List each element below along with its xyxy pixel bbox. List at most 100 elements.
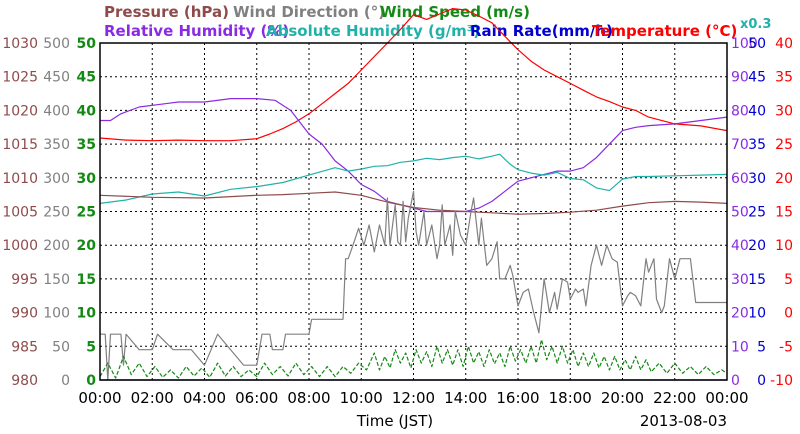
- relative-humidity-tick-label: 90: [731, 70, 749, 86]
- series-relative-humidity: [100, 98, 728, 213]
- pressure-tick-label: 1015: [2, 137, 38, 153]
- wind-speed-tick-label: 20: [77, 238, 97, 254]
- pressure-tick-label: 1010: [2, 171, 38, 187]
- wind-direction-tick-label: 100: [43, 306, 70, 322]
- x-tick-label: 00:00: [705, 389, 748, 407]
- temperature-tick-label: 5: [784, 272, 793, 288]
- wind-speed-tick-label: 35: [77, 137, 96, 153]
- relative-humidity-tick-label: 60: [731, 171, 749, 187]
- absolute-humidity-multiplier: x0.3: [740, 17, 771, 32]
- wind-speed-tick-label: 50: [77, 36, 97, 52]
- wind-direction-tick-label: 250: [43, 205, 70, 221]
- wind-speed-tick-label: 5: [86, 339, 96, 355]
- temperature-tick-label: -10: [770, 373, 793, 389]
- wind-speed-tick-label: 45: [77, 70, 96, 86]
- x-tick-label: 04:00: [183, 389, 226, 407]
- rain-rate-tick-label: 40: [748, 103, 766, 119]
- x-tick-label: 08:00: [287, 389, 330, 407]
- rain-rate-tick-label: 10: [748, 306, 766, 322]
- rain-rate-tick-label: 45: [748, 70, 766, 86]
- legend-pressure: Pressure (hPa): [104, 3, 229, 21]
- x-tick-label: 18:00: [549, 389, 592, 407]
- x-tick-label: 06:00: [235, 389, 278, 407]
- series-wind-speed: [99, 339, 728, 379]
- rain-rate-tick-label: 5: [757, 339, 766, 355]
- relative-humidity-tick-label: 10: [731, 339, 749, 355]
- temperature-tick-label: 20: [775, 171, 793, 187]
- axis-tick-labels: 1030102510201015101010051000995990985980…: [2, 36, 793, 407]
- rain-rate-tick-label: 15: [748, 272, 766, 288]
- pressure-tick-label: 995: [11, 272, 38, 288]
- relative-humidity-tick-label: 20: [731, 306, 749, 322]
- legend-temperature: Temperature (°C): [592, 22, 737, 40]
- pressure-tick-label: 1005: [2, 205, 38, 221]
- wind-speed-tick-label: 40: [77, 103, 97, 119]
- wind-speed-tick-label: 30: [77, 171, 97, 187]
- wind-direction-tick-label: 50: [52, 339, 70, 355]
- wind-direction-tick-label: 150: [43, 272, 70, 288]
- date-label: 2013-08-03: [640, 412, 727, 430]
- wind-direction-tick-label: 500: [43, 36, 70, 52]
- wind-speed-tick-label: 25: [77, 205, 96, 221]
- relative-humidity-tick-label: 50: [731, 205, 749, 221]
- relative-humidity-tick-label: 40: [731, 238, 749, 254]
- wind-direction-tick-label: 350: [43, 137, 70, 153]
- x-tick-label: 22:00: [653, 389, 696, 407]
- wind-speed-tick-label: 10: [77, 306, 97, 322]
- x-tick-label: 00:00: [78, 389, 121, 407]
- x-tick-label: 14:00: [444, 389, 487, 407]
- rain-rate-tick-label: 35: [748, 137, 766, 153]
- wind-direction-tick-label: 300: [43, 171, 70, 187]
- x-tick-label: 12:00: [392, 389, 435, 407]
- relative-humidity-tick-label: 30: [731, 272, 749, 288]
- legend-relative-humidity: Relative Humidity (%): [104, 22, 289, 40]
- relative-humidity-tick-label: 80: [731, 103, 749, 119]
- legend-wind-speed: Wind Speed (m/s): [380, 3, 530, 21]
- temperature-tick-label: 30: [775, 103, 793, 119]
- wind-direction-tick-label: 200: [43, 238, 70, 254]
- pressure-tick-label: 1020: [2, 103, 38, 119]
- rain-rate-tick-label: 25: [748, 205, 766, 221]
- pressure-tick-label: 980: [11, 373, 38, 389]
- grid-lines: [100, 43, 727, 380]
- rain-rate-tick-label: 20: [748, 238, 766, 254]
- series-temperature: [99, 8, 728, 142]
- x-tick-label: 16:00: [496, 389, 539, 407]
- x-axis-label: Time (JST): [356, 412, 433, 430]
- x-tick-label: 02:00: [131, 389, 174, 407]
- series-absolute-humidity: [99, 153, 728, 204]
- pressure-tick-label: 990: [11, 306, 38, 322]
- rain-rate-tick-label: 30: [748, 171, 766, 187]
- pressure-tick-label: 985: [11, 339, 38, 355]
- temperature-tick-label: 35: [775, 70, 793, 86]
- wind-direction-tick-label: 450: [43, 70, 70, 86]
- series-wind-direction: [100, 190, 727, 381]
- legend-wind-direction: Wind Direction (°): [233, 3, 385, 21]
- wind-direction-tick-label: 400: [43, 103, 70, 119]
- wind-direction-tick-label: 0: [61, 373, 70, 389]
- relative-humidity-tick-label: 100: [731, 36, 758, 52]
- legend-rain-rate: Rain Rate(mm/h): [470, 22, 613, 40]
- temperature-tick-label: 15: [775, 205, 793, 221]
- temperature-tick-label: -5: [779, 339, 793, 355]
- temperature-tick-label: 25: [775, 137, 793, 153]
- x-tick-label: 10:00: [340, 389, 383, 407]
- pressure-tick-label: 1000: [2, 238, 38, 254]
- x-tick-label: 20:00: [601, 389, 644, 407]
- plot-frame: [99, 42, 728, 381]
- rain-rate-tick-label: 0: [757, 373, 766, 389]
- series-pressure: [99, 191, 728, 215]
- chart-legend: Pressure (hPa) Wind Direction (°)Wind Spe…: [104, 3, 771, 40]
- wind-speed-tick-label: 15: [77, 272, 96, 288]
- temperature-tick-label: 0: [784, 306, 793, 322]
- pressure-tick-label: 1025: [2, 70, 38, 86]
- pressure-tick-label: 1030: [2, 36, 38, 52]
- legend-absolute-humidity: Absolute Humidity (g/m³): [266, 22, 480, 40]
- wind-speed-tick-label: 0: [86, 373, 96, 389]
- relative-humidity-tick-label: 0: [731, 373, 740, 389]
- rain-rate-tick-label: 50: [748, 36, 766, 52]
- temperature-tick-label: 10: [775, 238, 793, 254]
- temperature-tick-label: 40: [775, 36, 793, 52]
- relative-humidity-tick-label: 70: [731, 137, 749, 153]
